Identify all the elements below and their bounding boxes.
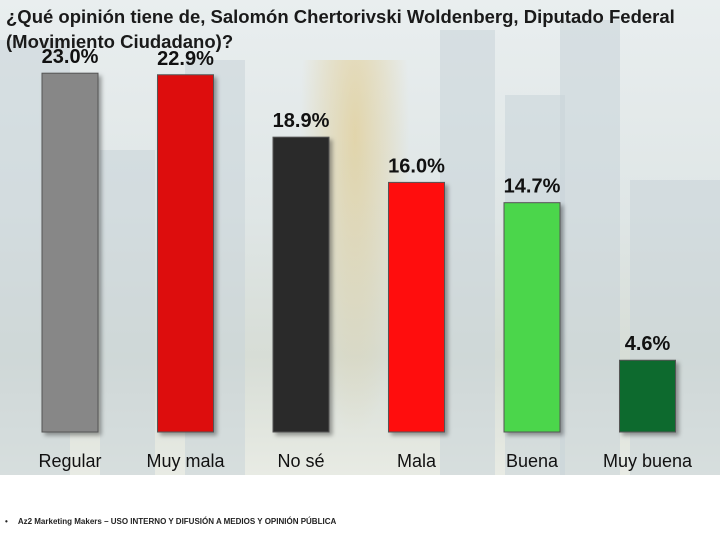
- bar-chart: 23.0% 22.9% 18.9% 16.0% 14.7% 4.6% Regular Muy…: [38, 46, 693, 471]
- bar-regular: [41, 72, 99, 433]
- value-label: 4.6%: [625, 333, 671, 355]
- value-label: 23.0%: [42, 46, 99, 68]
- chart-title: ¿Qué opinión tiene de, Salomón Chertoriv…: [6, 6, 675, 52]
- category-label: Regular: [38, 451, 101, 471]
- bar-buena: [503, 202, 561, 433]
- category-label: No sé: [277, 451, 324, 471]
- category-label: Muy mala: [146, 451, 225, 471]
- category-label: Mala: [397, 451, 437, 471]
- bar-no-s: [272, 136, 330, 433]
- category-label: Buena: [506, 451, 559, 471]
- value-label: 14.7%: [504, 176, 561, 198]
- footer-bullet: •: [5, 517, 8, 526]
- value-label: 16.0%: [388, 155, 445, 177]
- bar-muy-mala: [157, 74, 214, 433]
- value-label: 22.9%: [157, 48, 214, 70]
- bar-mala: [388, 181, 445, 433]
- category-label: Muy buena: [603, 451, 693, 471]
- bar-muy-buena: [619, 359, 676, 433]
- value-label: 18.9%: [273, 110, 330, 132]
- footer-text: Az2 Marketing Makers – USO INTERNO Y DIF…: [17, 517, 337, 526]
- footer-note: • Az2 Marketing Makers – USO INTERNO Y DI…: [5, 517, 336, 526]
